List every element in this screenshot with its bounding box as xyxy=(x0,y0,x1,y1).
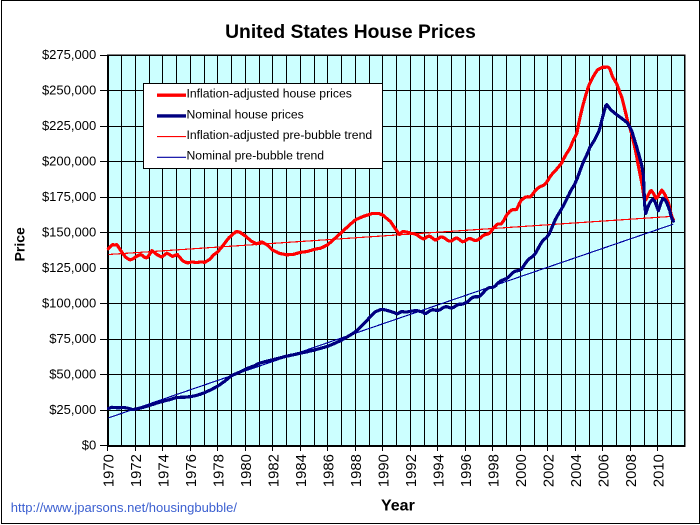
svg-text:1972: 1972 xyxy=(129,454,145,487)
svg-text:1970: 1970 xyxy=(101,454,117,487)
svg-text:http://www.jparsons.net/housin: http://www.jparsons.net/housingbubble/ xyxy=(11,500,238,515)
svg-text:2004: 2004 xyxy=(569,454,585,487)
svg-text:1980: 1980 xyxy=(239,454,255,487)
svg-text:2002: 2002 xyxy=(541,454,557,487)
svg-text:$275,000: $275,000 xyxy=(42,47,96,62)
svg-text:1988: 1988 xyxy=(349,454,365,487)
svg-text:Year: Year xyxy=(381,497,415,514)
svg-text:Inflation-adjusted house price: Inflation-adjusted house prices xyxy=(187,87,352,101)
svg-text:1978: 1978 xyxy=(211,454,227,487)
svg-text:Nominal house prices: Nominal house prices xyxy=(187,107,304,121)
svg-text:1998: 1998 xyxy=(486,454,502,487)
svg-text:1982: 1982 xyxy=(266,454,282,487)
svg-text:1976: 1976 xyxy=(184,454,200,487)
svg-text:2010: 2010 xyxy=(651,454,667,487)
svg-text:$250,000: $250,000 xyxy=(42,83,96,98)
svg-text:Inflation-adjusted pre-bubble: Inflation-adjusted pre-bubble trend xyxy=(187,128,373,142)
svg-text:$225,000: $225,000 xyxy=(42,118,96,133)
svg-text:$50,000: $50,000 xyxy=(49,367,96,382)
svg-text:$150,000: $150,000 xyxy=(42,225,96,240)
svg-text:Nominal pre-bubble trend: Nominal pre-bubble trend xyxy=(187,149,325,163)
svg-text:2006: 2006 xyxy=(596,454,612,487)
svg-text:2008: 2008 xyxy=(624,454,640,487)
svg-text:$200,000: $200,000 xyxy=(42,154,96,169)
svg-text:$100,000: $100,000 xyxy=(42,296,96,311)
svg-text:1992: 1992 xyxy=(404,454,420,487)
svg-text:1984: 1984 xyxy=(294,454,310,487)
svg-text:1996: 1996 xyxy=(459,454,475,487)
svg-text:1974: 1974 xyxy=(156,454,172,487)
svg-text:Price: Price xyxy=(12,227,28,261)
svg-text:2000: 2000 xyxy=(514,454,530,487)
svg-text:United States House Prices: United States House Prices xyxy=(225,22,476,43)
svg-text:1994: 1994 xyxy=(431,454,447,487)
svg-text:$175,000: $175,000 xyxy=(42,189,96,204)
svg-text:$125,000: $125,000 xyxy=(42,260,96,275)
svg-text:$75,000: $75,000 xyxy=(49,331,96,346)
svg-text:$0: $0 xyxy=(82,438,96,453)
svg-text:1990: 1990 xyxy=(376,454,392,487)
svg-text:1986: 1986 xyxy=(321,454,337,487)
svg-text:$25,000: $25,000 xyxy=(49,402,96,417)
